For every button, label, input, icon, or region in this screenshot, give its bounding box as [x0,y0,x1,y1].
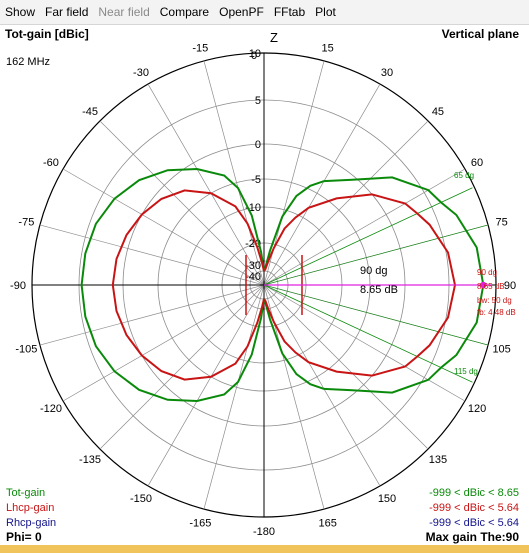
frequency-label: 162 MHz [6,56,51,68]
beamwidth-label: bw: 50 dg [477,296,512,305]
grid-spoke [263,284,466,402]
beam-lower-line [263,284,473,383]
grid-spoke [39,284,265,346]
max-gain-label: 8.65 dB [477,282,505,291]
plane-label: Vertical plane [441,27,519,41]
menu-show[interactable]: Show [5,5,36,19]
radial-tick-label: 0 [255,139,261,151]
radial-tick-label: -40 [245,271,261,283]
legend-tot-range: -999 < dBic < 8.65 [429,487,519,499]
beam-upper-line [263,187,473,286]
readout-angle: 90 dg [360,265,388,277]
grid-spoke [263,284,381,487]
angle-tick-label: -60 [43,157,59,169]
angle-tick-label: 105 [492,344,510,356]
grid-spoke [39,224,265,286]
grid-spoke [203,284,265,510]
legend-rhcp-range: -999 < dBic < 5.64 [429,517,519,529]
window-border [0,545,529,553]
angle-tick-label: -165 [189,518,211,530]
menu-compare[interactable]: Compare [159,5,210,19]
legend-lhcp-gain: Lhcp-gain [6,502,55,514]
menu-bar: Show Far field Near field Compare OpenPF… [0,0,529,25]
lhcp-gain-left-lobe [111,189,265,381]
legend-tot-gain: Tot-gain [6,487,46,499]
grid-spoke [99,284,265,450]
readout-gain: 8.65 dB [360,284,398,296]
polar-plot-area[interactable]: 0 15 30 45 60 75 90 105 120 135 150 165 -180 -165 -150… [0,25,529,545]
angle-tick-label: 90 [504,280,516,292]
angle-tick-label: 75 [495,216,507,228]
angle-tick-label: 165 [318,518,336,530]
front-back-label: fb: 4.48 dB [477,308,516,317]
angle-tick-label: -150 [130,493,152,505]
legend-rhcp-gain: Rhcp-gain [6,517,57,529]
radial-tick-label: 10 [249,48,261,60]
plot-title: Tot-gain [dBic] [5,27,89,41]
menu-fftab[interactable]: FFtab [273,5,306,19]
angle-tick-label: -30 [133,67,149,79]
angle-tick-label: -45 [82,106,98,118]
grid-spoke [263,83,381,286]
grid-spoke [62,168,265,286]
max-gain-marker [480,281,487,289]
z-axis-label: Z [270,30,278,45]
grid-spoke [263,120,429,286]
angle-tick-label: 0 [251,50,257,62]
angle-tick-label: 45 [432,106,444,118]
polar-chart[interactable]: 0153045607590105120135150165-180-165-150… [0,25,529,545]
angle-tick-label: -75 [18,216,34,228]
beam-upper-label: 65 dg [454,171,475,180]
menu-plot[interactable]: Plot [315,5,336,19]
menu-far-field[interactable]: Far field [45,5,89,19]
angle-tick-label: 15 [322,42,334,54]
angle-tick-label: 150 [378,493,396,505]
angle-tick-label: 60 [471,157,483,169]
menu-near-field[interactable]: Near field [98,5,150,19]
angle-tick-label: 135 [429,454,447,466]
radial-tick-label: -30 [245,260,261,272]
grid-spoke [263,284,429,450]
legend-lhcp-range: -999 < dBic < 5.64 [429,502,519,514]
phi-label: Phi= 0 [6,530,42,544]
grid-spoke [62,284,265,402]
angle-tick-label: -15 [192,42,208,54]
angle-tick-label: 30 [381,67,393,79]
grid-spoke [147,284,265,487]
angle-tick-label: -90 [10,280,26,292]
angle-tick-label: -180 [253,526,275,538]
radial-tick-label: -5 [251,174,261,186]
angle-tick-label: -135 [79,454,101,466]
grid-spoke [147,83,265,286]
menu-openpf[interactable]: OpenPF [219,5,264,19]
grid-spoke [203,60,265,286]
radial-tick-label: 5 [255,95,261,107]
angle-tick-label: 120 [468,403,486,415]
max-gain-theta-label: Max gain The:90 [425,530,519,544]
grid-spoke [263,168,466,286]
tot-gain-left-lobe [80,167,265,403]
angle-tick-label: -120 [40,403,62,415]
grid-spoke [99,120,265,286]
angle-tick-label: -105 [15,344,37,356]
max-angle-label: 90 dg [477,268,498,277]
beam-lower-label: 115 dg [454,367,478,376]
